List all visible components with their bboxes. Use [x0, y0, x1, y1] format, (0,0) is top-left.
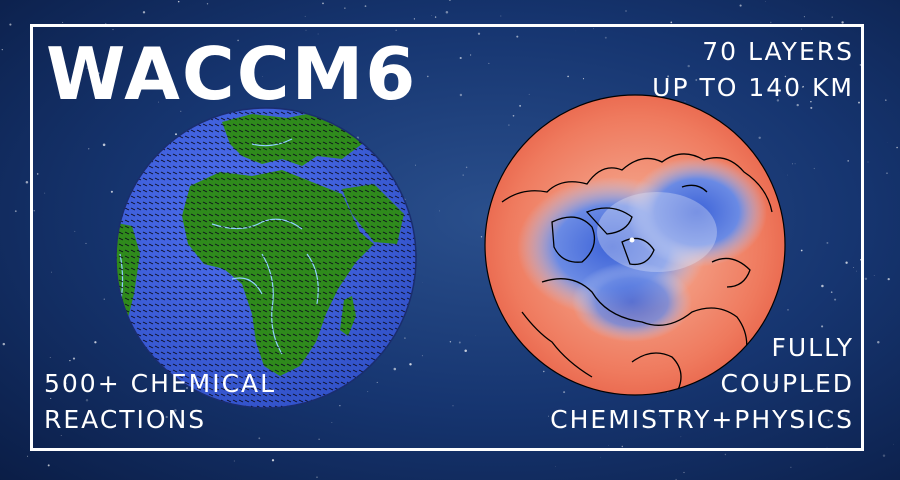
caption-line: 500+ CHEMICAL: [44, 369, 277, 398]
polar-heatmap-globe-icon: [484, 94, 786, 396]
caption-line: CHEMISTRY+PHYSICS: [550, 405, 854, 434]
caption-line: COUPLED: [720, 369, 854, 398]
white-frame: [30, 24, 864, 451]
page-title: WACCM6: [46, 32, 418, 116]
caption-line: FULLY: [771, 333, 854, 362]
caption-line: 70 LAYERS: [702, 37, 854, 66]
caption-line: UP TO 140 KM: [652, 73, 854, 102]
caption-line: REACTIONS: [44, 405, 207, 434]
caption-bottom-left: 500+ CHEMICAL REACTIONS: [44, 366, 276, 438]
caption-bottom-right: FULLY COUPLED CHEMISTRY+PHYSICS: [550, 330, 854, 438]
caption-top-right: 70 LAYERS UP TO 140 KM: [652, 34, 854, 106]
earth-globe-icon: [115, 107, 417, 409]
